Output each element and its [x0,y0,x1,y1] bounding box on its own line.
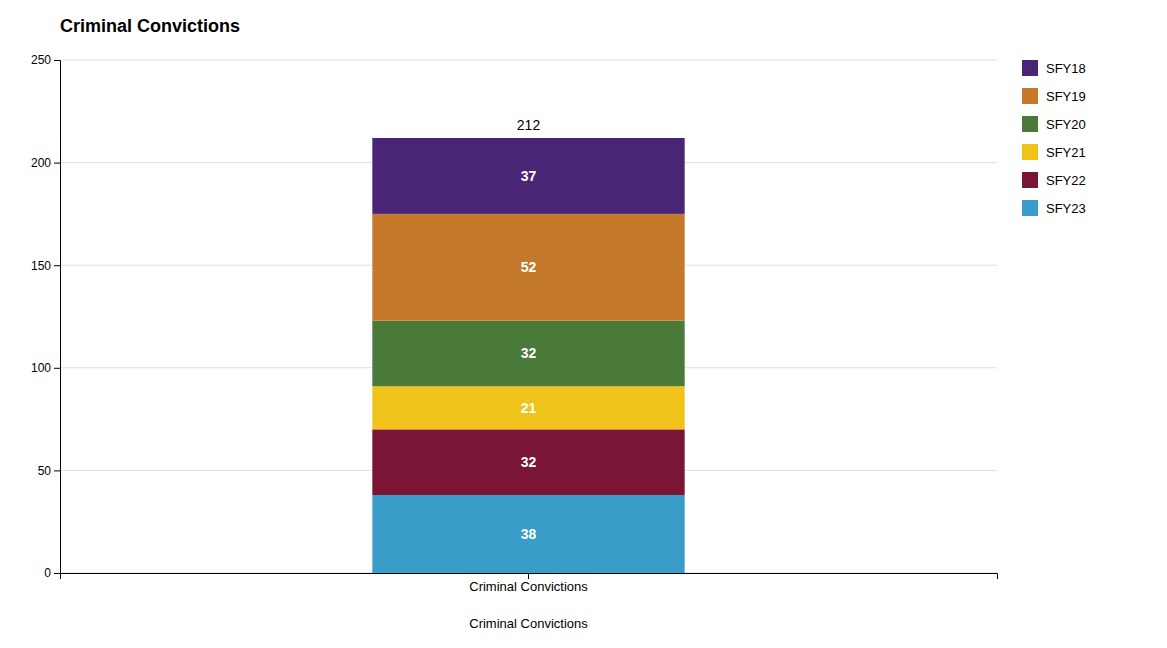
y-tick: 250 [31,53,60,67]
data-label: 32 [521,454,537,470]
x-axis-line [61,574,998,580]
chart-title: Criminal Convictions [60,16,240,36]
x-tick-mark [528,573,529,579]
bar-segment [372,138,684,214]
legend-label: SFY23 [1046,201,1086,216]
total-label: 212 [517,117,541,133]
y-tick: 200 [31,156,60,170]
bar-segment [372,386,684,429]
x-axis: Criminal Convictions [61,573,998,594]
data-labels: 38 32 21 32 52 37 [521,168,537,542]
legend-label: SFY19 [1046,89,1086,104]
bar-segment [372,495,684,573]
y-tick-mark [54,265,60,266]
legend-item: SFY19 [1022,88,1086,104]
legend-swatch [1022,144,1038,160]
legend-swatch [1022,116,1038,132]
x-axis-title: Criminal Convictions [469,616,588,631]
y-tick-label: 50 [38,464,52,478]
legend-item: SFY21 [1022,144,1086,160]
legend-label: SFY22 [1046,173,1086,188]
x-tick: Criminal Convictions [469,573,588,594]
legend-swatch [1022,60,1038,76]
y-tick: 150 [31,259,60,273]
chart-svg: 0 50 100 150 200 250 Criminal Convictions 38 32 2… [0,0,1167,648]
y-tick-mark [54,573,60,574]
legend-label: SFY21 [1046,145,1086,160]
y-tick-mark [54,60,60,61]
bars [372,138,684,573]
y-tick-mark [54,470,60,471]
y-tick: 50 [38,464,60,478]
y-axis: 0 50 100 150 200 250 [31,53,61,580]
legend-item: SFY18 [1022,60,1086,76]
data-label: 52 [521,259,537,275]
y-tick-label: 200 [31,156,51,170]
data-label: 38 [521,526,537,542]
legend-swatch [1022,88,1038,104]
y-axis-line [54,61,61,574]
grid [60,60,997,573]
legend-swatch [1022,172,1038,188]
legend-label: SFY18 [1046,61,1086,76]
y-tick-label: 0 [44,566,51,580]
data-label: 21 [521,400,537,416]
y-tick-mark [54,163,60,164]
data-label: 32 [521,345,537,361]
x-tick-label: Criminal Convictions [469,579,588,594]
bar-segment [372,429,684,495]
y-tick-label: 250 [31,53,51,67]
y-tick: 0 [44,566,60,580]
bar-segment [372,321,684,387]
bar-segment [372,214,684,321]
y-tick: 100 [31,361,60,375]
y-tick-label: 150 [31,259,51,273]
grid-line [60,60,997,61]
y-tick-mark [54,368,60,369]
legend-label: SFY20 [1046,117,1086,132]
chart-container: 0 50 100 150 200 250 Criminal Convictions 38 32 2… [0,0,1167,648]
data-label: 37 [521,168,537,184]
legend-item: SFY20 [1022,116,1086,132]
legend-swatch [1022,200,1038,216]
plot-root: 0 50 100 150 200 250 Criminal Convictions 38 32 2… [31,53,998,594]
legend-item: SFY23 [1022,200,1086,216]
y-tick-label: 100 [31,361,51,375]
legend: SFY18 SFY19 SFY20 SFY21 SFY22 SFY23 [1022,60,1086,216]
legend-item: SFY22 [1022,172,1086,188]
